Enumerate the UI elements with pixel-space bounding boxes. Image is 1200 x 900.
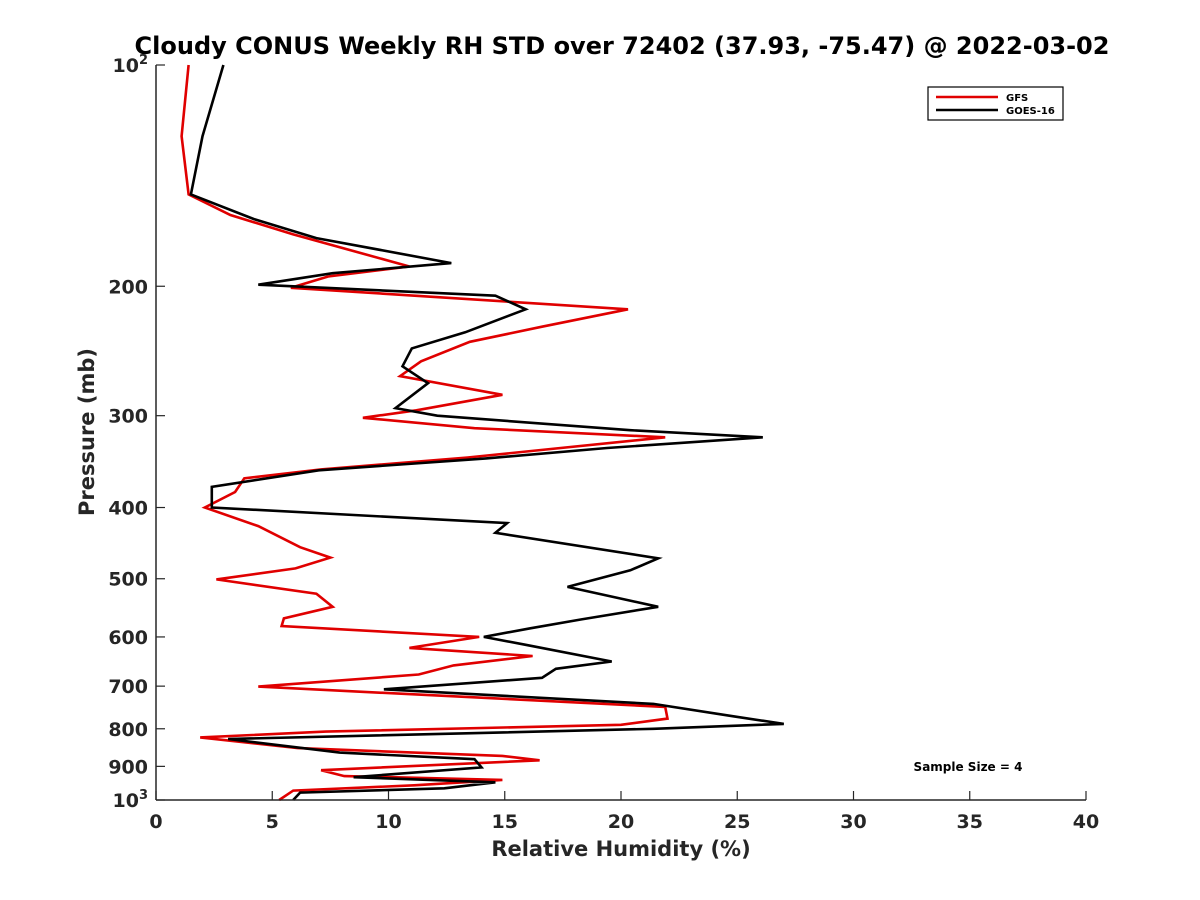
series-layer [180, 64, 784, 802]
y-tick-label: 103 [113, 788, 149, 812]
y-axis-label: Pressure (mb) [75, 348, 99, 516]
legend-label-gfs: GFS [1006, 93, 1028, 104]
y-tick-label: 900 [108, 756, 148, 778]
plot-area [156, 65, 1086, 800]
y-tick-label: 600 [108, 627, 148, 649]
sample-size-annotation: Sample Size = 4 [914, 760, 1023, 774]
legend-box [927, 86, 1064, 121]
y-tick-label: 102 [113, 53, 149, 77]
x-tick-label: 30 [840, 811, 866, 833]
axes-layer: 0 5 10 15 20 25 30 35 40 102 200 300 400 500 600 700 800… [108, 53, 1099, 833]
y-tick-label: 400 [108, 498, 148, 520]
y-tick-label: 800 [108, 719, 148, 741]
y-tick-label: 700 [108, 676, 148, 698]
legend: GFS GOES-16 [927, 86, 1064, 121]
series-line-goes16 [189, 64, 784, 801]
x-axis-label: Relative Humidity (%) [491, 837, 750, 861]
x-tick-label: 15 [492, 811, 518, 833]
x-tick-label: 35 [957, 811, 983, 833]
chart-title: Cloudy CONUS Weekly RH STD over 72402 (3… [135, 32, 1110, 60]
y-tick-label: 300 [108, 406, 148, 428]
x-tick-label: 20 [608, 811, 634, 833]
x-tick-label: 40 [1073, 811, 1099, 833]
x-tick-label: 0 [149, 811, 162, 833]
x-tick-label: 5 [266, 811, 279, 833]
x-tick-label: 10 [375, 811, 401, 833]
legend-label-goes16: GOES-16 [1006, 106, 1055, 117]
x-tick-label: 25 [724, 811, 750, 833]
y-tick-label: 200 [108, 276, 148, 298]
y-tick-label: 500 [108, 569, 148, 591]
